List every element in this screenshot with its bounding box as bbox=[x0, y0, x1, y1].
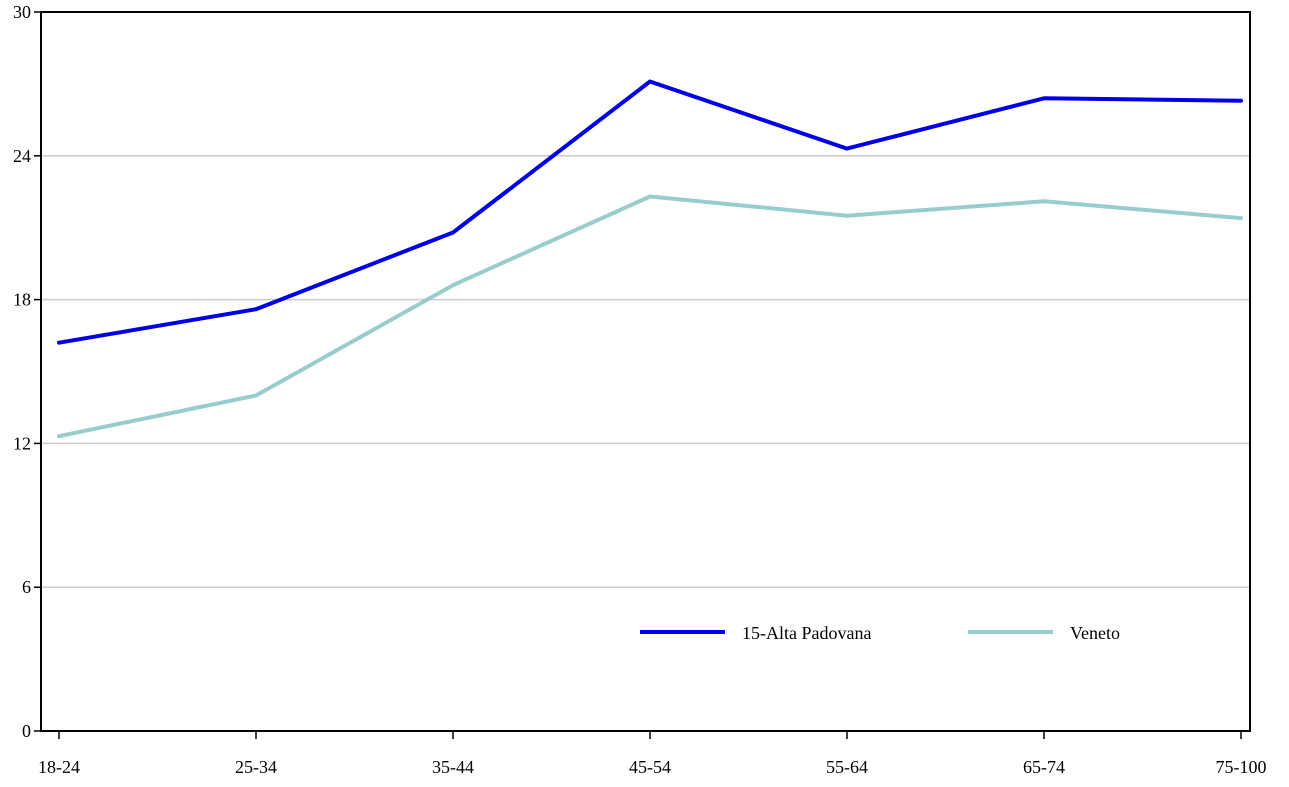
series-line-0 bbox=[57, 79, 1243, 345]
x-axis: 18-24 25-34 35-44 45-54 55-64 65-74 75-100 bbox=[38, 731, 1267, 777]
legend: 15-Alta Padovana Veneto bbox=[640, 623, 1120, 643]
y-tick-label: 24 bbox=[13, 146, 31, 166]
series-lines bbox=[57, 79, 1243, 439]
legend-label-0: 15-Alta Padovana bbox=[742, 623, 871, 643]
y-tick-label: 12 bbox=[13, 433, 31, 453]
x-tick-label: 45-54 bbox=[629, 757, 671, 777]
y-tick-label: 18 bbox=[13, 290, 31, 310]
x-tick-label: 65-74 bbox=[1023, 757, 1065, 777]
x-tick-label: 55-64 bbox=[826, 757, 868, 777]
series-line-1 bbox=[57, 194, 1243, 439]
x-tick-label: 35-44 bbox=[432, 757, 474, 777]
plot-area-frame bbox=[40, 11, 1251, 732]
y-tick-label: 0 bbox=[22, 721, 31, 741]
y-tick-label: 6 bbox=[22, 577, 31, 597]
legend-label-1: Veneto bbox=[1070, 623, 1120, 643]
x-tick-label: 75-100 bbox=[1216, 757, 1267, 777]
x-tick-label: 25-34 bbox=[235, 757, 277, 777]
y-axis: 0 6 12 18 24 30 bbox=[13, 2, 41, 741]
y-tick-label: 30 bbox=[13, 2, 31, 22]
gridlines bbox=[41, 155, 1250, 588]
x-tick-label: 18-24 bbox=[38, 757, 80, 777]
